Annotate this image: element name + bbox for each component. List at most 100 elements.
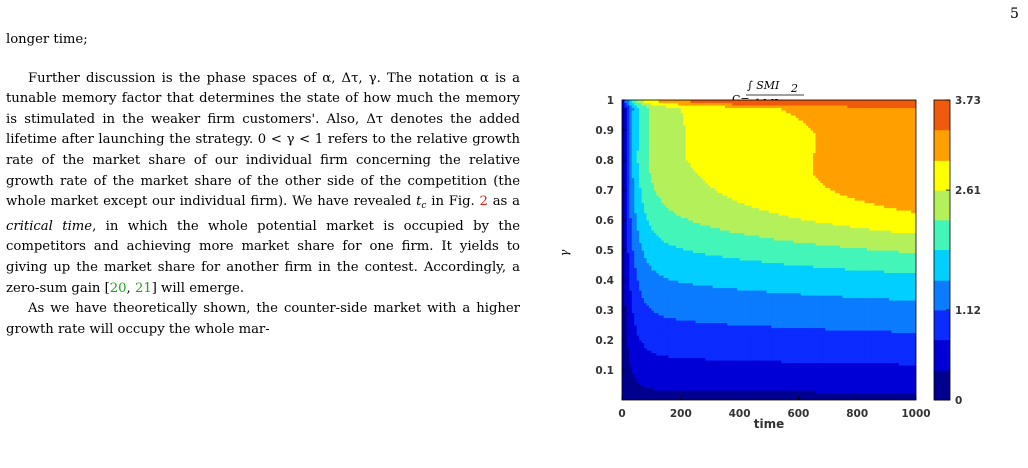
contour-cell [636, 282, 640, 286]
contour-cell [690, 355, 694, 359]
contour-cell [685, 237, 689, 241]
contour-cell [683, 175, 687, 179]
contour-cell [661, 190, 665, 194]
contour-cell [673, 375, 677, 379]
contour-cell [624, 122, 628, 126]
contour-cell [688, 277, 692, 281]
citation-20[interactable]: 20 [109, 280, 127, 296]
contour-cell [688, 345, 692, 349]
contour-cell [680, 107, 684, 111]
contour-cell [668, 392, 672, 396]
contour-cell [705, 357, 709, 361]
contour-cell [693, 197, 697, 201]
contour-cell [695, 217, 699, 221]
contour-cell [688, 180, 692, 184]
contour-cell [644, 167, 648, 171]
contour-cell [685, 195, 689, 199]
contour-cell [671, 215, 675, 219]
contour-cell [680, 165, 684, 169]
contour-cell [688, 217, 692, 221]
contour-cell [673, 335, 677, 339]
contour-cell [712, 325, 716, 329]
contour-cell [629, 295, 633, 299]
contour-cell [661, 307, 665, 311]
contour-cell [658, 302, 662, 306]
contour-cell [658, 150, 662, 154]
contour-cell [680, 180, 684, 184]
contour-cell [644, 130, 648, 134]
contour-cell [648, 287, 652, 291]
contour-cell [651, 377, 655, 381]
contour-cell [700, 117, 704, 121]
citation-21[interactable]: 21 [134, 280, 152, 296]
contour-cell [675, 237, 679, 241]
contour-cell [671, 272, 675, 276]
contour-cell [663, 290, 667, 294]
contour-cell [707, 145, 711, 149]
contour-cell [639, 132, 643, 136]
contour-cell [695, 282, 699, 286]
contour-bands [622, 100, 916, 400]
contour-cell [648, 172, 652, 176]
contour-cell [668, 277, 672, 281]
contour-cell [631, 345, 635, 349]
contour-cell [710, 242, 714, 246]
contour-cell [702, 310, 706, 314]
contour-cell [668, 340, 672, 344]
contour-cell [702, 355, 706, 359]
contour-cell [656, 290, 660, 294]
contour-cell [658, 250, 662, 254]
contour-cell [683, 105, 687, 109]
contour-cell [685, 160, 689, 164]
contour-cell [678, 285, 682, 289]
contour-cell [675, 380, 679, 384]
contour-cell [675, 240, 679, 244]
contour-cell [656, 310, 660, 314]
contour-cell [683, 240, 687, 244]
contour-cell [673, 210, 677, 214]
contour-cell [685, 287, 689, 291]
figure-reference[interactable]: 2 [479, 194, 488, 210]
contour-cell [666, 282, 670, 286]
contour-cell [651, 362, 655, 366]
contour-cell [683, 375, 687, 379]
contour-cell [653, 245, 657, 249]
contour-cell [656, 395, 660, 399]
contour-cell [661, 375, 665, 379]
contour-cell [626, 160, 630, 164]
contour-cell [688, 297, 692, 301]
contour-cell [710, 335, 714, 339]
contour-cell [668, 305, 672, 309]
contour-cell [678, 312, 682, 316]
contour-cell [646, 272, 650, 276]
contour-cell [644, 292, 648, 296]
contour-cell [644, 112, 648, 116]
contour-cell [622, 205, 626, 209]
contour-cell [685, 322, 689, 326]
contour-cell [690, 165, 694, 169]
contour-cell [702, 140, 706, 144]
contour-cell [683, 250, 687, 254]
contour-cell [648, 117, 652, 121]
contour-cell [626, 137, 630, 141]
contour-cell [710, 260, 714, 264]
contour-cell [636, 265, 640, 269]
contour-cell [639, 257, 643, 261]
contour-cell [671, 100, 675, 104]
contour-cell [712, 330, 716, 334]
contour-cell [631, 307, 635, 311]
contour-cell [663, 147, 667, 151]
contour-cell [690, 212, 694, 216]
contour-cell [700, 185, 704, 189]
contour-cell [639, 207, 643, 211]
contour-cell [636, 312, 640, 316]
contour-cell [673, 252, 677, 256]
contour-cell [700, 102, 704, 106]
contour-cell [680, 150, 684, 154]
contour-cell [646, 230, 650, 234]
contour-cell [651, 225, 655, 229]
contour-cell [653, 162, 657, 166]
contour-cell [693, 140, 697, 144]
contour-cell [656, 170, 660, 174]
